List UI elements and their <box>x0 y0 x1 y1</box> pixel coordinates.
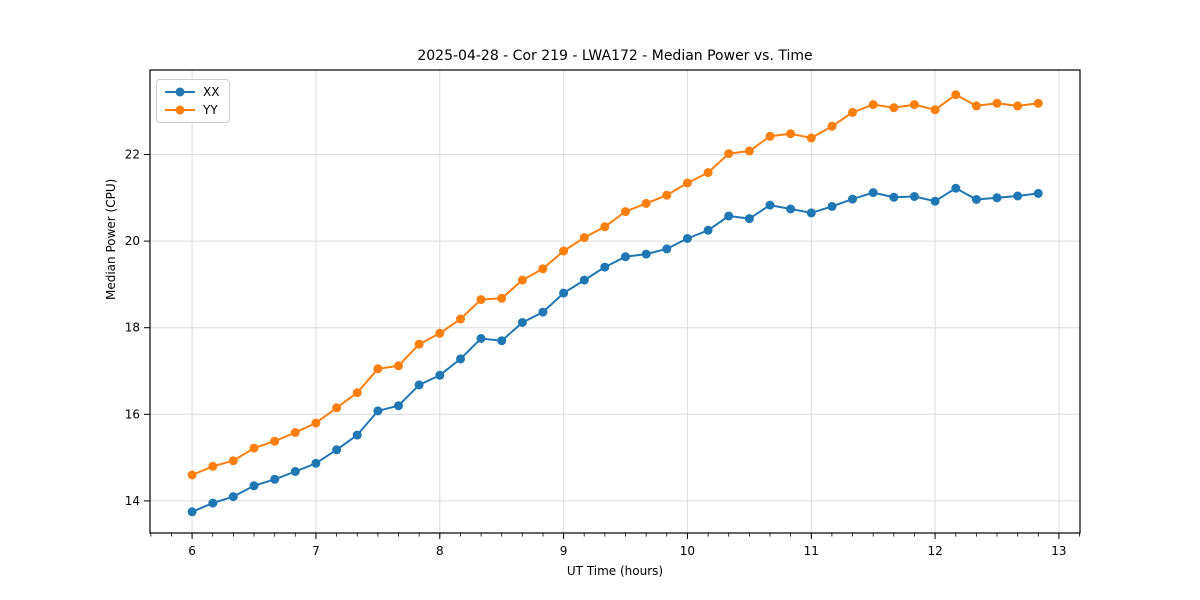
svg-text:12: 12 <box>927 544 942 558</box>
svg-text:10: 10 <box>680 544 695 558</box>
svg-text:7: 7 <box>312 544 320 558</box>
legend-line-yy-icon <box>165 105 195 115</box>
svg-text:8: 8 <box>436 544 444 558</box>
chart-title: 2025-04-28 - Cor 219 - LWA172 - Median P… <box>417 48 813 64</box>
legend-label-yy: YY <box>203 103 218 117</box>
legend-item-xx: XX <box>165 85 219 99</box>
legend: XX YY <box>156 79 231 123</box>
svg-text:16: 16 <box>125 407 140 421</box>
legend-marker-yy-icon <box>175 105 185 115</box>
x-axis-label: UT Time (hours) <box>566 564 664 578</box>
svg-text:14: 14 <box>125 494 140 508</box>
svg-text:18: 18 <box>125 321 140 335</box>
legend-marker-xx-icon <box>175 87 185 97</box>
legend-line-xx-icon <box>165 87 195 97</box>
svg-text:22: 22 <box>125 148 140 162</box>
svg-text:20: 20 <box>125 234 140 248</box>
svg-text:11: 11 <box>804 544 819 558</box>
svg-text:9: 9 <box>560 544 568 558</box>
svg-text:13: 13 <box>1051 544 1066 558</box>
legend-item-yy: YY <box>165 103 219 117</box>
legend-label-xx: XX <box>203 85 220 99</box>
svg-text:6: 6 <box>188 544 196 558</box>
